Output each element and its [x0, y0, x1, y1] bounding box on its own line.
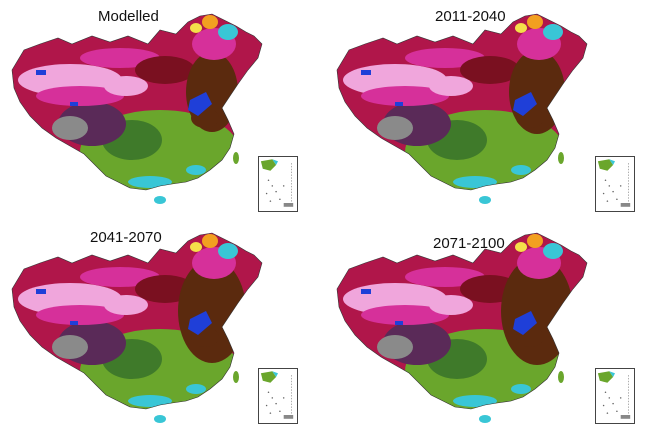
map-panel-2041-2070: 2041-2070 — [0, 219, 325, 438]
panel-title: 2071-2100 — [433, 235, 505, 252]
map-panel-2071-2100: 2071-2100 — [325, 219, 650, 438]
panel-title: 2041-2070 — [90, 229, 162, 246]
map-panel-2011-2040: 2011-2040 — [325, 0, 650, 219]
south-china-sea-inset — [258, 156, 298, 212]
south-china-sea-inset — [595, 156, 635, 212]
south-china-sea-inset — [595, 368, 635, 424]
map-panel-modelled: Modelled — [0, 0, 325, 219]
china-map — [336, 232, 588, 423]
china-map — [11, 13, 263, 204]
china-map — [11, 232, 263, 423]
panel-title: Modelled — [98, 8, 159, 25]
china-map — [336, 13, 588, 204]
panel-title: 2011-2040 — [435, 8, 506, 25]
south-china-sea-inset — [258, 368, 298, 424]
